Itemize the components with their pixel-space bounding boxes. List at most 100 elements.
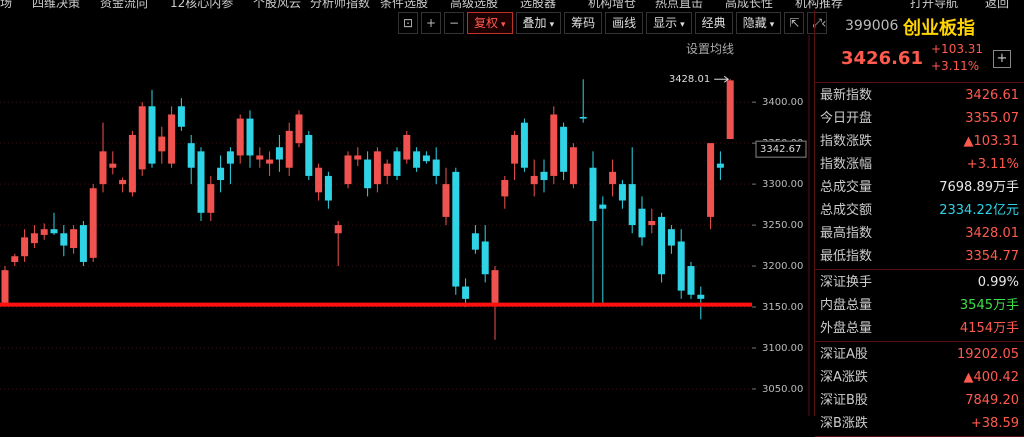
stat-label: 指数涨幅: [820, 157, 873, 172]
toolbar-button[interactable]: 隐藏 ▾: [735, 12, 782, 34]
stat-label: 指数涨跌: [820, 134, 873, 149]
name: 创业板指: [903, 18, 975, 39]
candle-body: [315, 167, 323, 193]
menu-item[interactable]: 打开导航: [910, 0, 959, 10]
stat-label: 深A涨跌: [820, 370, 868, 385]
candle-body: [207, 184, 215, 213]
candle-body: [589, 167, 597, 221]
ma-setting[interactable]: 设置均线: [686, 42, 735, 56]
stat-row: 最低指数 3354.77: [815, 245, 1024, 268]
menu-item[interactable]: 12核心内参: [170, 0, 234, 10]
zoom-out-icon[interactable]: −: [444, 12, 464, 34]
button-label: 画线: [612, 16, 637, 30]
candle-body: [158, 136, 166, 152]
candle-body: [99, 151, 107, 185]
window-icon[interactable]: ⤢: [807, 12, 828, 34]
stat-value: +38.59: [970, 416, 1019, 431]
candle-body: [109, 163, 117, 168]
candle-body: [520, 122, 528, 168]
candle-body: [707, 143, 715, 217]
lock-icon[interactable]: ⊡: [398, 12, 418, 34]
y-tick-label: 3150.00: [762, 302, 803, 313]
candle-body: [128, 134, 136, 193]
candle-body: [89, 188, 97, 258]
back-icon[interactable]: ‹: [821, 16, 827, 32]
button-label: 复权: [474, 16, 499, 30]
menu-item[interactable]: 选股器: [520, 0, 557, 10]
candle-body: [511, 134, 519, 164]
menu-item[interactable]: 分析师指数: [310, 0, 371, 10]
high-label: 3428.01: [669, 74, 710, 85]
window-icon[interactable]: ⇱: [784, 12, 805, 34]
stat-label: 今日开盘: [820, 111, 873, 126]
candle-body: [119, 180, 127, 185]
stat-value: 4154万手: [959, 321, 1019, 336]
candle-body: [138, 106, 146, 170]
button-label: 显示: [653, 16, 678, 30]
y-tick-label: 3250.00: [762, 220, 803, 231]
candle-body: [236, 118, 244, 156]
zoom-in-icon[interactable]: +: [421, 12, 441, 34]
toolbar-button[interactable]: 复权 ▾: [467, 12, 513, 34]
menu-item[interactable]: 场: [0, 0, 13, 10]
menu-item[interactable]: 热点直击: [655, 0, 704, 10]
button-label: 隐藏: [742, 16, 767, 30]
quote-panel: ‹ 399006 创业板指 3426.61 +103.31 +3.11% + 最…: [814, 10, 1024, 437]
stat-label: 深证换手: [820, 275, 873, 290]
stat-row: 深证B股 7849.20: [815, 389, 1024, 412]
toolbar: ⊡ + − 复权 ▾ 叠加 ▾ 筹码 画线 显示 ▾ 经典 隐藏 ▾ ⇱ ⤢: [398, 12, 830, 34]
stat-row: 外盘总量 4154万手: [815, 317, 1024, 340]
add-icon[interactable]: +: [993, 50, 1011, 68]
candle-body: [383, 163, 391, 176]
candle-body: [687, 266, 695, 295]
dropdown-arrow: ▾: [769, 20, 775, 30]
dropdown-arrow: ▾: [680, 20, 685, 30]
toolbar-button[interactable]: 经典: [694, 12, 733, 34]
cursor-price: 3342.67: [760, 144, 801, 155]
stat-value: ▲400.42: [963, 370, 1020, 385]
stat-value: 7849.20: [965, 393, 1019, 408]
menu-item[interactable]: 返回: [985, 0, 1010, 10]
menu-item[interactable]: 条件选股: [380, 0, 429, 10]
toolbar-button[interactable]: 叠加 ▾: [515, 12, 562, 34]
candle-body: [60, 233, 68, 246]
menu-item[interactable]: 机构增仓: [588, 0, 637, 10]
candle-body: [364, 159, 372, 189]
candle-body: [285, 130, 293, 168]
candle-body: [599, 204, 607, 209]
candle-body: [217, 167, 225, 181]
stat-value: 3426.61: [965, 88, 1019, 103]
candle-body: [658, 216, 666, 275]
stat-value: 3354.77: [965, 249, 1019, 264]
menu-item[interactable]: 高成长性: [725, 0, 774, 10]
candle-body: [540, 171, 548, 181]
menu-item[interactable]: 高级选股: [450, 0, 499, 10]
toolbar-button[interactable]: 画线: [605, 12, 644, 34]
candle-body: [667, 229, 675, 246]
change: +103.31: [931, 42, 984, 56]
candle-body: [40, 229, 48, 235]
menu-item[interactable]: 个股风云: [253, 0, 302, 10]
candle-body: [648, 220, 656, 226]
candle-body: [481, 241, 489, 275]
menu-item[interactable]: 四维决策: [32, 0, 81, 10]
y-tick-label: 3400.00: [762, 97, 803, 108]
candle-body: [413, 151, 421, 168]
candle-body: [354, 155, 362, 160]
quote-header: ‹ 399006 创业板指 3426.61 +103.31 +3.11% +: [815, 10, 1024, 83]
stat-label: 深证B股: [820, 393, 868, 408]
stat-label: 最新指数: [820, 88, 873, 103]
stat-value: 3428.01: [965, 226, 1019, 241]
toolbar-button[interactable]: 筹码: [564, 12, 603, 34]
stat-row: 深证换手 0.99%: [815, 271, 1024, 294]
candle-body: [197, 151, 205, 213]
menu-item[interactable]: 机构推荐: [795, 0, 844, 10]
menu-item[interactable]: 资金流向: [100, 0, 149, 10]
candle-body: [579, 116, 587, 119]
toolbar-button[interactable]: 显示 ▾: [646, 12, 692, 34]
stat-label: 最低指数: [820, 249, 873, 264]
candle-body: [677, 241, 685, 291]
stat-row: 内盘总量 3545万手: [815, 294, 1024, 317]
stats-section: 深证A股 19202.05 深A涨跌 ▲400.42 深证B股 7849.20 深B涨跌 +3…: [815, 342, 1024, 437]
stat-value: 3545万手: [959, 298, 1019, 313]
